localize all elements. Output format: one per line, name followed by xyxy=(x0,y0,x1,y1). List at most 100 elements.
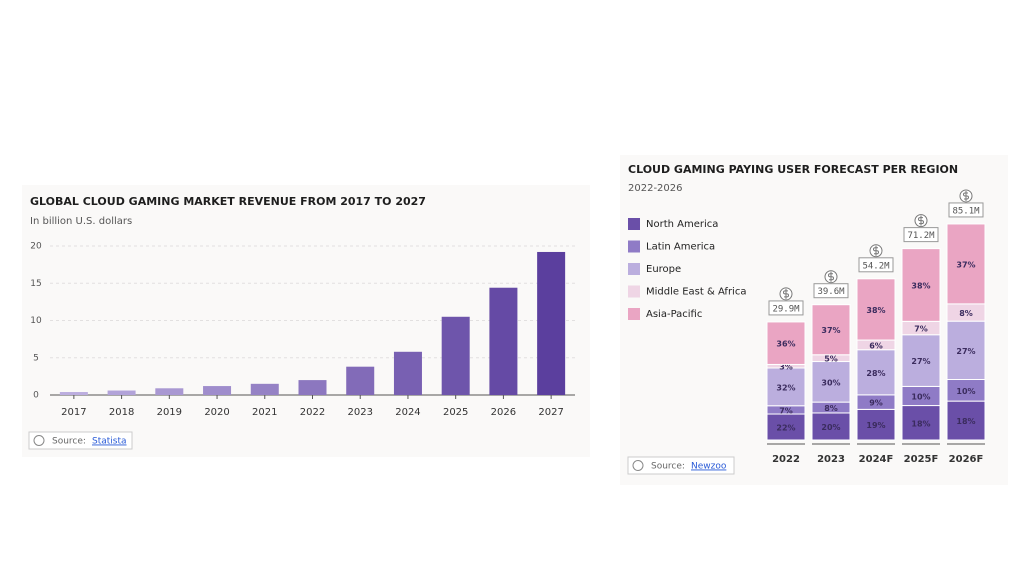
segment-label: 37% xyxy=(821,326,840,335)
dollar-icon xyxy=(783,288,789,299)
segment-label: 28% xyxy=(866,369,885,378)
segment-label: 20% xyxy=(821,423,840,432)
legend-swatch xyxy=(628,285,640,298)
bar xyxy=(489,287,518,395)
segment-label: 7% xyxy=(914,325,928,334)
dollar-icon xyxy=(963,190,969,201)
x-tick-label: 2022 xyxy=(300,407,325,418)
legend-swatch xyxy=(628,218,640,230)
segment-label: 6% xyxy=(869,341,883,350)
x-tick-label: 2025 xyxy=(443,407,468,418)
x-tick-label: 2021 xyxy=(252,407,277,418)
segment-label: 37% xyxy=(956,260,975,269)
x-tick-label: 2020 xyxy=(204,407,229,418)
total-label: 71.2M xyxy=(907,231,935,241)
globe-icon xyxy=(33,435,45,446)
segment-label: 38% xyxy=(911,281,930,290)
bar-segment xyxy=(856,408,896,441)
source-box xyxy=(28,431,133,450)
y-tick-label: 15 xyxy=(30,279,41,289)
total-label: 54.2M xyxy=(862,261,890,271)
legend-swatch xyxy=(628,240,640,253)
x-tick-label: 2018 xyxy=(109,407,134,418)
x-tick-label: 2019 xyxy=(157,407,182,418)
segment-label: 5% xyxy=(824,355,838,364)
y-tick-label: 5 xyxy=(33,353,39,363)
total-box xyxy=(948,202,984,218)
x-tick-label: 2023 xyxy=(348,407,373,418)
segment-label: 38% xyxy=(866,306,885,315)
bar xyxy=(393,351,422,395)
x-tick-label: 2026F xyxy=(949,454,984,465)
bar-segment xyxy=(946,223,986,305)
x-tick-label: 2024 xyxy=(395,407,420,418)
bar xyxy=(59,392,88,395)
bar-segment xyxy=(811,361,851,403)
legend-swatch xyxy=(628,263,640,275)
x-tick-label: 2017 xyxy=(61,407,86,418)
segment-label: 8% xyxy=(959,309,973,318)
total-label: 39.6M xyxy=(817,287,845,297)
bar xyxy=(250,383,279,395)
bar-segment xyxy=(901,334,941,387)
source-label: Source: xyxy=(651,462,685,472)
total-box xyxy=(768,300,804,316)
dollar-icon xyxy=(918,215,924,226)
bar xyxy=(107,390,136,395)
source-link[interactable]: Newzoo xyxy=(691,462,727,472)
source-box xyxy=(627,456,735,475)
bar-segment xyxy=(766,321,806,365)
source-link[interactable]: Statista xyxy=(92,437,127,447)
x-tick-label: 2025F xyxy=(904,454,939,465)
segment-label: 18% xyxy=(911,419,930,428)
bar-segment xyxy=(946,400,986,441)
bar-segment xyxy=(811,304,851,356)
bar-segment xyxy=(856,278,896,341)
y-tick-label: 0 xyxy=(33,391,39,401)
x-tick-label: 2022 xyxy=(772,454,800,465)
dollar-icon xyxy=(873,245,879,256)
globe-icon xyxy=(632,460,644,471)
total-box xyxy=(858,257,894,273)
total-label: 85.1M xyxy=(952,206,980,216)
bar-segment xyxy=(901,248,941,322)
segment-label: 32% xyxy=(776,383,795,392)
chart-subtitle: In billion U.S. dollars xyxy=(30,216,132,227)
y-tick-label: 20 xyxy=(30,242,42,252)
segment-label: 7% xyxy=(779,406,793,415)
source-label: Source: xyxy=(52,437,86,447)
y-tick-label: 10 xyxy=(30,316,42,326)
segment-label: 9% xyxy=(869,399,883,408)
legend-label: Middle East & Africa xyxy=(646,287,746,298)
x-tick-label: 2023 xyxy=(817,454,845,465)
bar xyxy=(441,316,470,395)
segment-label: 30% xyxy=(821,378,840,387)
segment-label: 10% xyxy=(956,387,975,396)
legend-label: North America xyxy=(646,219,718,230)
segment-label: 22% xyxy=(776,424,795,433)
segment-label: 36% xyxy=(776,340,795,349)
segment-label: 18% xyxy=(956,417,975,426)
total-label: 29.9M xyxy=(772,304,800,314)
bar xyxy=(298,380,327,395)
total-box xyxy=(813,283,849,299)
chart-subtitle: 2022-2026 xyxy=(628,183,683,194)
bar xyxy=(537,251,566,395)
x-tick-label: 2027 xyxy=(538,407,563,418)
chart-title: GLOBAL CLOUD GAMING MARKET REVENUE FROM … xyxy=(30,195,426,208)
chart-title: CLOUD GAMING PAYING USER FORECAST PER RE… xyxy=(628,163,958,176)
bar xyxy=(155,388,184,395)
bar xyxy=(346,366,375,395)
segment-label: 27% xyxy=(911,357,930,366)
segment-label: 8% xyxy=(824,404,838,413)
total-box xyxy=(903,227,939,243)
legend-label: Asia-Pacific xyxy=(646,309,702,320)
segment-label: 27% xyxy=(956,347,975,356)
x-tick-label: 2024F xyxy=(859,454,894,465)
segment-label: 19% xyxy=(866,421,885,430)
legend-swatch xyxy=(628,308,640,320)
x-tick-label: 2026 xyxy=(491,407,516,418)
dollar-icon xyxy=(828,271,834,282)
